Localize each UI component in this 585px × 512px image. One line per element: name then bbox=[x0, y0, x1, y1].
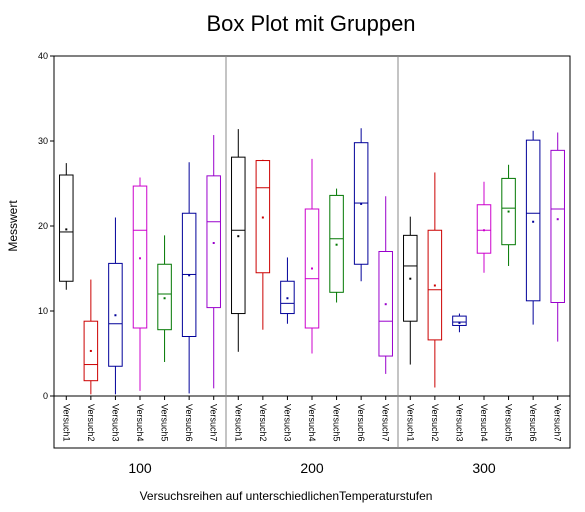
y-tick-label: 0 bbox=[43, 391, 48, 401]
mean-marker bbox=[237, 235, 240, 238]
mean-marker bbox=[311, 267, 313, 270]
box bbox=[476, 204, 492, 254]
mean-marker bbox=[433, 284, 436, 287]
box bbox=[550, 149, 565, 303]
box bbox=[231, 156, 246, 315]
mean-marker bbox=[261, 216, 264, 219]
category-label: Versuch5 bbox=[504, 404, 514, 442]
category-label: Versuch4 bbox=[307, 404, 317, 442]
category-label: Versuch7 bbox=[209, 404, 219, 442]
box bbox=[403, 234, 418, 322]
y-tick-label: 40 bbox=[38, 51, 48, 61]
mean-marker bbox=[139, 257, 141, 260]
mean-marker bbox=[335, 243, 338, 246]
mean-marker bbox=[188, 274, 191, 277]
mean-marker bbox=[212, 242, 215, 244]
category-label: Versuch1 bbox=[233, 404, 243, 442]
category-label: Versuch6 bbox=[356, 404, 366, 442]
category-label: Versuch4 bbox=[479, 404, 489, 442]
box bbox=[280, 280, 295, 315]
mean-marker bbox=[409, 277, 412, 280]
mean-marker bbox=[114, 314, 117, 317]
group-label: 300 bbox=[472, 460, 496, 476]
mean-marker bbox=[360, 202, 363, 205]
box bbox=[304, 208, 320, 329]
box bbox=[501, 177, 516, 246]
y-tick-label: 30 bbox=[38, 136, 48, 146]
mean-marker bbox=[507, 210, 510, 213]
mean-marker bbox=[384, 303, 387, 306]
category-label: Versuch1 bbox=[61, 404, 71, 442]
chart-title: Box Plot mit Gruppen bbox=[206, 11, 415, 36]
category-label: Versuch2 bbox=[86, 404, 96, 442]
box bbox=[452, 315, 467, 326]
box bbox=[255, 160, 271, 274]
category-label: Versuch3 bbox=[454, 404, 464, 442]
mean-marker bbox=[483, 229, 485, 232]
mean-marker bbox=[458, 321, 461, 324]
box bbox=[157, 263, 172, 331]
category-label: Versuch6 bbox=[528, 404, 538, 442]
category-label: Versuch7 bbox=[553, 404, 563, 442]
category-label: Versuch5 bbox=[332, 404, 342, 442]
category-label: Versuch5 bbox=[160, 404, 170, 442]
mean-marker bbox=[65, 228, 68, 231]
group-label: 200 bbox=[300, 460, 324, 476]
y-tick-label: 10 bbox=[38, 306, 48, 316]
box bbox=[206, 175, 221, 309]
category-label: Versuch4 bbox=[135, 404, 145, 442]
mean-marker bbox=[532, 220, 535, 223]
mean-marker bbox=[163, 297, 166, 300]
category-label: Versuch3 bbox=[110, 404, 120, 442]
box bbox=[108, 262, 123, 367]
y-axis-label: Messwert bbox=[6, 200, 20, 252]
mean-marker bbox=[89, 349, 92, 352]
category-label: Versuch2 bbox=[430, 404, 440, 442]
category-label: Versuch3 bbox=[282, 404, 292, 442]
box bbox=[59, 174, 74, 282]
category-label: Versuch6 bbox=[184, 404, 194, 442]
category-label: Versuch1 bbox=[405, 404, 415, 442]
mean-marker bbox=[556, 218, 559, 221]
x-axis-label: Versuchsreihen auf unterschiedlichenTemp… bbox=[140, 489, 433, 503]
box bbox=[329, 194, 344, 293]
category-label: Versuch2 bbox=[258, 404, 268, 442]
box bbox=[132, 185, 148, 329]
box bbox=[525, 139, 541, 302]
plot-area: 0 10 20 30 40 100 Versuch1 Versuch2 Versuch3 Vers… bbox=[38, 51, 571, 476]
box bbox=[378, 251, 393, 357]
y-tick-label: 20 bbox=[38, 221, 48, 231]
box bbox=[427, 229, 443, 341]
box bbox=[83, 320, 99, 382]
mean-marker bbox=[286, 297, 289, 300]
group-label: 100 bbox=[128, 460, 152, 476]
category-label: Versuch7 bbox=[381, 404, 391, 442]
